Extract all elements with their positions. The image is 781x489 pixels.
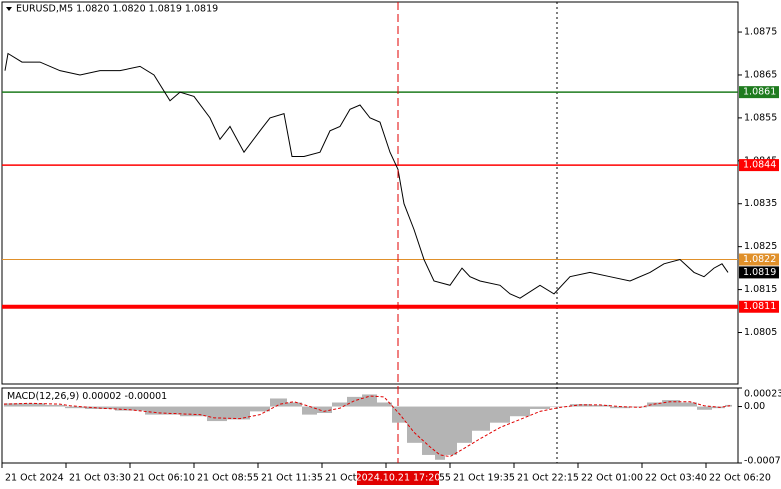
macd-bar: [510, 406, 530, 417]
y-tick-label: 1.0835: [744, 198, 777, 209]
cursor-label-box: [357, 471, 439, 485]
macd-title: MACD(12,26,9): [7, 391, 79, 402]
macd-bar: [457, 406, 472, 443]
macd-bar: [270, 398, 287, 407]
y-tick-label: 1.0875: [744, 27, 777, 38]
last-price-label-box: [739, 266, 779, 279]
macd-bar: [180, 406, 207, 417]
macd-bar: [4, 403, 17, 407]
y-tick-label: 0.00023: [744, 389, 781, 400]
y-tick-label: 1.0815: [744, 284, 777, 295]
signal-line: [3, 395, 731, 458]
x-tick-label: 21 Oct 11:35: [261, 473, 323, 484]
y-tick-label: 1.0825: [744, 241, 777, 252]
x-tick-label: 22 Oct 06:20: [709, 473, 771, 484]
price-level-label: 1.0822: [743, 254, 776, 265]
last-price-label: 1.0819: [743, 267, 776, 278]
y-tick-label: -0.0007: [744, 456, 781, 467]
price-level-label-box: [739, 253, 779, 266]
main-panel-frame: [1, 1, 739, 385]
macd-bar: [550, 406, 570, 408]
x-tick-label: 22 Oct 01:00: [581, 473, 643, 484]
x-tick-label: 21 Oct 2024: [5, 473, 64, 484]
menu-triangle: [6, 7, 12, 11]
symbol-title: EURUSD,M5 1.0820 1.0820 1.0819 1.0819: [16, 4, 218, 15]
x-tick-label: 21 Oct 19:35: [453, 473, 515, 484]
macd-bar: [422, 406, 435, 455]
x-tick-label: 21 Oct 03:30: [69, 473, 131, 484]
macd-bar: [347, 396, 362, 407]
macd-bar: [362, 394, 377, 407]
y-tick-label: 1.0865: [744, 69, 777, 80]
macd-bar: [45, 404, 65, 407]
macd-bar: [435, 406, 445, 460]
price-level-label: 1.0861: [743, 87, 776, 98]
x-tick-label: 22 Oct 03:40: [645, 473, 707, 484]
macd-panel-frame: [1, 387, 739, 464]
macd-bar: [610, 406, 630, 409]
macd-signal-value: -0.00001: [125, 391, 168, 402]
macd-readout: MACD(12,26,9) 0.00002 -0.00001: [7, 391, 167, 402]
price-level-label-box: [739, 86, 779, 99]
y-tick-label: 1.0805: [744, 327, 777, 338]
macd-bar: [680, 402, 697, 407]
price-level-label-box: [739, 300, 779, 313]
x-tick-label: 21 Oct 08:55: [197, 473, 259, 484]
x-tick-label: 21 Oct 06:10: [133, 473, 195, 484]
macd-bar: [630, 406, 647, 408]
macd-main-value: 0.00002: [82, 391, 121, 402]
price-level-label-box: [739, 159, 779, 172]
macd-bar: [407, 406, 422, 443]
macd-bar: [445, 406, 457, 455]
macd-bar: [490, 406, 510, 423]
macd-bar: [17, 403, 45, 407]
macd-bar: [207, 406, 227, 422]
macd-bar: [697, 406, 712, 410]
macd-bar: [227, 406, 250, 420]
cursor-label: 2024.10.21 17:20: [356, 473, 441, 484]
macd-bar: [317, 406, 332, 413]
x-tick-label: 21 Oct 14:15: [325, 473, 387, 484]
macd-bar: [332, 402, 347, 407]
macd-bar: [287, 402, 302, 407]
y-tick-label: 1.0855: [744, 112, 777, 123]
y-tick-label: 0.00: [744, 401, 765, 412]
macd-bar: [145, 406, 180, 415]
macd-bar: [115, 406, 145, 411]
macd-bar: [250, 406, 270, 412]
macd-bar: [590, 404, 610, 407]
macd-bar: [302, 406, 317, 415]
macd-bar: [662, 400, 680, 407]
x-tick-label: 21 Oct 22:15: [517, 473, 579, 484]
macd-bar: [377, 402, 392, 407]
macd-bar: [65, 406, 85, 409]
macd-bar: [530, 406, 550, 409]
price-level-label: 1.0811: [743, 301, 776, 312]
price-level-label: 1.0844: [743, 160, 776, 171]
macd-bar: [472, 406, 490, 431]
price-line: [4, 52, 729, 299]
